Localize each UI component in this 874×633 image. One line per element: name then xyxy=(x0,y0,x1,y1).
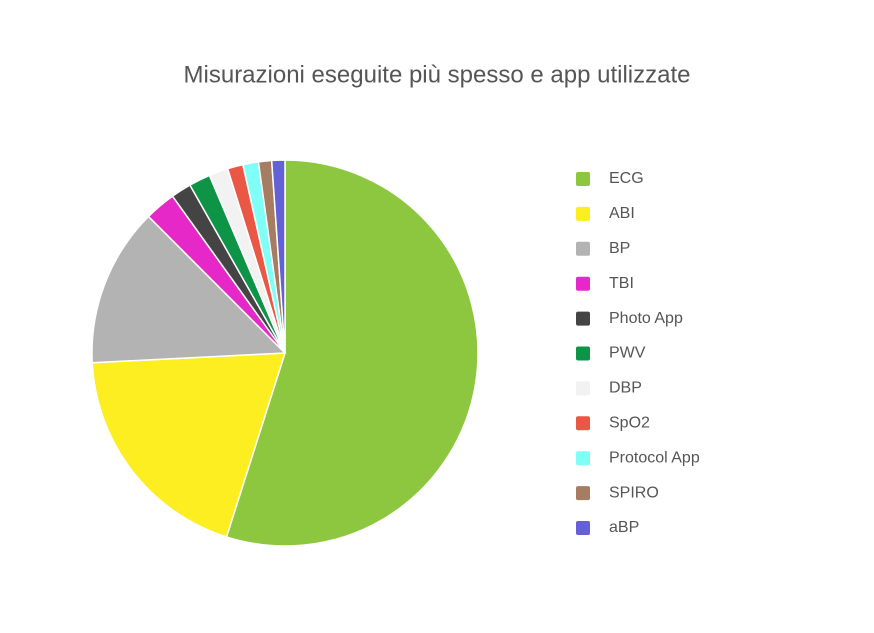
legend-swatch xyxy=(576,381,590,396)
legend-label: TBI xyxy=(609,275,634,292)
legend-label: aBP xyxy=(609,519,639,536)
legend-swatch xyxy=(576,416,590,431)
legend-label: Photo App xyxy=(609,310,683,327)
legend-label: PWV xyxy=(609,345,646,362)
legend-label: DBP xyxy=(609,380,642,397)
legend-swatch xyxy=(576,172,590,186)
legend-swatch xyxy=(576,206,590,221)
pie-slice xyxy=(270,159,286,354)
legend-label: SPIRO xyxy=(609,484,659,501)
legend-swatch xyxy=(576,241,590,256)
legend-swatch xyxy=(576,451,590,466)
legend-swatch xyxy=(576,276,590,291)
pie-slice xyxy=(91,215,287,364)
legend-label: ECG xyxy=(609,170,644,187)
legend-swatch xyxy=(576,521,590,535)
legend-label: ABI xyxy=(609,205,635,222)
legend-label: SpO2 xyxy=(609,415,650,432)
pie-slice xyxy=(91,352,287,538)
legend-label: Protocol App xyxy=(609,449,700,466)
pie-slice xyxy=(225,159,479,547)
legend-label: BP xyxy=(609,240,630,257)
legend-swatch xyxy=(576,486,590,501)
chart-title: Misurazioni eseguite più spesso e app ut… xyxy=(184,61,691,88)
legend-swatch xyxy=(576,311,590,326)
legend-swatch xyxy=(576,346,590,361)
